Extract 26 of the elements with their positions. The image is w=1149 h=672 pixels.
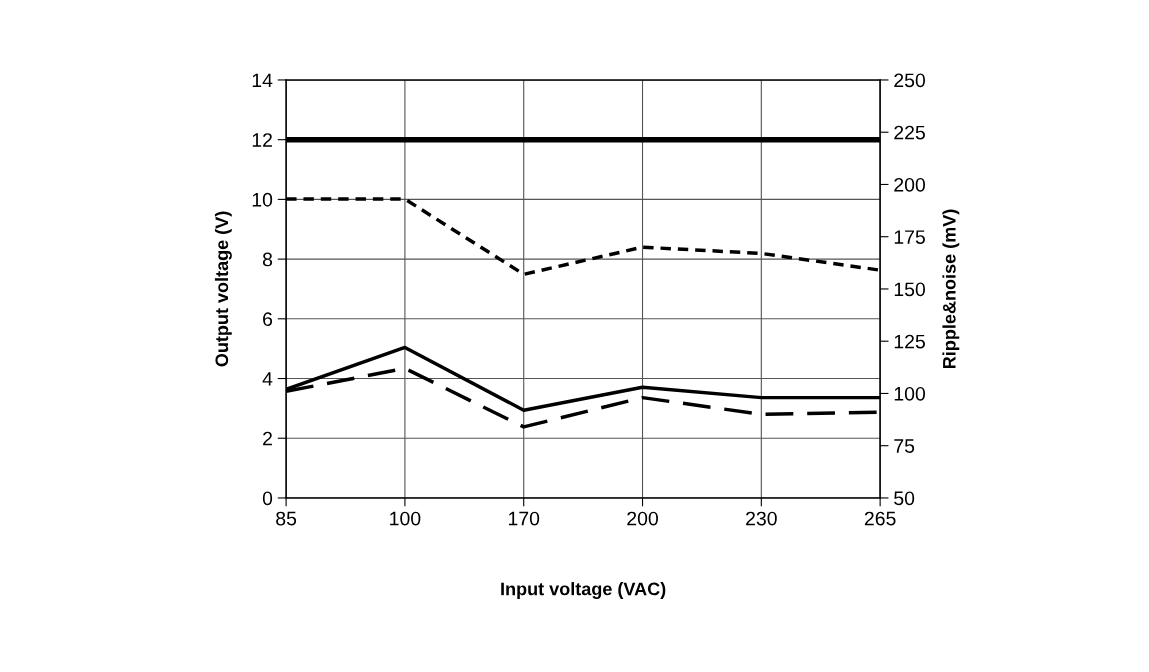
y-axis-title: Output voltage (V) <box>214 211 232 367</box>
y2-tick-label: 225 <box>894 125 925 140</box>
y2-tick-label: 150 <box>894 282 926 297</box>
x-tick-label: 200 <box>627 511 658 526</box>
y2-tick-label: 100 <box>894 386 926 401</box>
x-tick-label: 265 <box>864 511 896 526</box>
y-tick-label: 6 <box>263 312 273 327</box>
x-tick-label: 100 <box>390 511 421 526</box>
y-tick-label: 12 <box>252 133 272 147</box>
y-tick-label: 2 <box>263 431 272 446</box>
y2-tick-label: 250 <box>894 73 926 88</box>
y2-tick-label: 75 <box>894 439 915 453</box>
y2-tick-label: 125 <box>894 334 925 349</box>
x-axis-title: Input voltage (VAC) <box>501 582 666 599</box>
y-tick-label: 10 <box>252 192 273 207</box>
y2-tick-label: 50 <box>894 491 915 506</box>
y-tick-label: 4 <box>262 372 273 386</box>
y-tick-label: 0 <box>262 491 273 506</box>
y2-tick-label: 200 <box>894 177 926 192</box>
y2-axis-title: Ripple&noise (mV) <box>942 209 960 368</box>
y-tick-label: 14 <box>252 73 273 88</box>
x-tick-label: 85 <box>276 511 297 526</box>
y2-tick-label: 175 <box>894 230 925 244</box>
x-tick-label: 170 <box>508 511 540 526</box>
x-tick-label: 230 <box>746 511 777 526</box>
y-tick-label: 8 <box>262 252 273 267</box>
